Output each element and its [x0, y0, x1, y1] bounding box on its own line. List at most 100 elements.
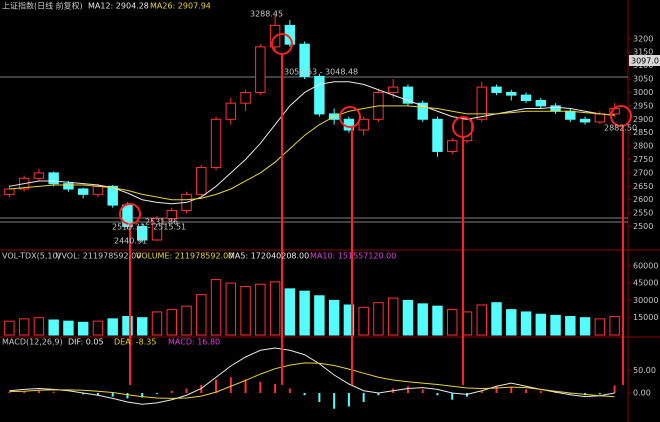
annotation: 2515.32 - 2515.51: [112, 223, 186, 232]
volume-bar: [373, 302, 384, 336]
volume-bar: [269, 281, 281, 336]
volume-bar: [535, 313, 547, 336]
y-tick-label: 2750: [633, 155, 653, 164]
y-tick-label: 3150: [633, 48, 653, 57]
volume-bar: [77, 321, 89, 336]
candle-body: [255, 46, 266, 93]
y-tick-label: 2950: [633, 101, 653, 110]
volume-bar: [255, 283, 266, 336]
volume-bar: [122, 316, 133, 336]
legend-entry: MACD: 16.80: [168, 338, 220, 347]
volume-bar: [358, 306, 369, 336]
y-tick-label: 60000: [633, 261, 658, 270]
y-tick-label: 3200: [633, 34, 653, 43]
ma-line: [9, 105, 615, 201]
legend-entry: VVOL: 211978592.00: [56, 252, 141, 261]
ma-line: [9, 347, 615, 405]
annotation: 2882.50: [604, 124, 637, 133]
volume-bar: [181, 305, 192, 336]
candle-body: [535, 100, 547, 107]
volume-bar: [240, 286, 251, 336]
candle-body: [476, 86, 487, 120]
volume-bar: [107, 318, 118, 336]
y-tick-label: 50.00: [633, 366, 656, 375]
annotation: 3097.0: [631, 57, 659, 66]
volume-bar: [210, 279, 222, 336]
y-tick-label: 2550: [633, 209, 653, 218]
candle-body: [107, 185, 118, 206]
legend-entry: DEA: -8.35: [114, 338, 156, 347]
y-tick-label: 45000: [633, 279, 658, 288]
legend-entry: MA10: 151557120.00: [310, 252, 396, 261]
volume-bar: [48, 319, 59, 336]
candle-body: [63, 183, 74, 190]
volume-bar: [565, 316, 576, 336]
candle-body: [225, 102, 237, 120]
volume-bar: [387, 297, 399, 336]
y-tick-label: 2900: [633, 115, 653, 124]
volume-bar: [137, 317, 148, 336]
candle-body: [447, 140, 458, 152]
candle-body: [33, 172, 45, 179]
volume-bar: [151, 311, 163, 336]
signal-markers: [119, 33, 632, 385]
chart-title: 上证指数(日线 前复权): [2, 1, 83, 11]
candle-body: [402, 86, 414, 104]
volume-bar: [299, 290, 310, 336]
candle-body: [432, 118, 443, 152]
candle-body: [240, 91, 251, 104]
volume-bar: [491, 302, 502, 336]
candle-body: [358, 118, 369, 131]
volume-bar: [284, 288, 296, 336]
volume-bar: [520, 311, 532, 336]
volume-bar: [196, 294, 207, 336]
candle-body: [151, 218, 163, 241]
annotation: 3052.63 - 3048.48: [284, 68, 358, 77]
ma-line: [9, 362, 615, 399]
volume-bar: [63, 320, 74, 336]
volume-bar: [447, 309, 458, 336]
candle-body: [314, 75, 325, 115]
volume-bar: [4, 320, 15, 336]
volume-bar: [33, 317, 45, 336]
annotation: 2531.86: [145, 218, 178, 227]
panel-title: MACD(12,26,9): [2, 338, 63, 347]
candle-body: [137, 226, 148, 241]
candle-body: [565, 110, 576, 120]
candle-body: [594, 113, 606, 123]
volume-bar: [476, 304, 487, 336]
candle-body: [48, 172, 59, 185]
volume-bar: [579, 317, 591, 336]
y-tick-label: 2600: [633, 195, 653, 204]
y-tick-label: 2500: [633, 222, 653, 231]
volume-bar: [166, 309, 177, 336]
volume-bar: [225, 282, 237, 336]
volume-bar: [402, 299, 414, 336]
y-tick-label: 3000: [633, 88, 653, 97]
candle-body: [579, 118, 591, 123]
candle-body: [166, 209, 177, 219]
y-tick-label: 2650: [633, 182, 653, 191]
annotation: 2440.91: [114, 237, 147, 246]
signal-circle: [339, 106, 361, 128]
volume-bar: [18, 318, 30, 336]
volume-bar: [432, 305, 443, 336]
candle-body: [417, 102, 428, 120]
volume-bar: [609, 316, 620, 336]
signal-circle: [610, 105, 632, 127]
volume-bar: [417, 303, 428, 336]
legend-entry: DIF: 0.05: [68, 338, 104, 347]
candle-body: [520, 94, 532, 101]
legend-entry: MA5: 172040208.00: [228, 252, 309, 261]
y-tick-label: 30000: [633, 296, 658, 305]
volume-bar: [328, 299, 340, 336]
candle-body: [299, 43, 310, 77]
y-tick-label: 0.00: [633, 389, 651, 398]
candle-body: [506, 91, 517, 96]
candle-body: [4, 188, 15, 195]
panel-title: VOL-TDX(5,10): [2, 252, 61, 261]
price-box: [629, 55, 660, 66]
candle-body: [387, 86, 399, 93]
candle-body: [550, 105, 561, 112]
